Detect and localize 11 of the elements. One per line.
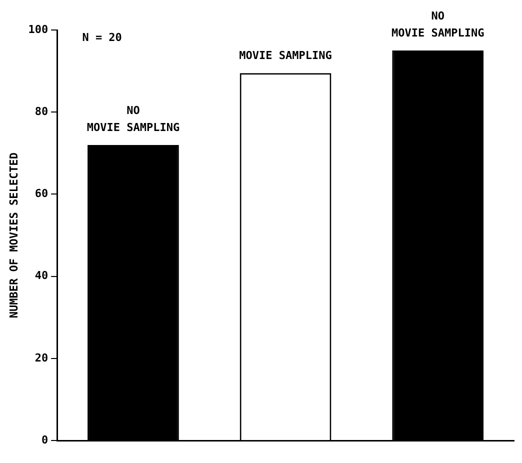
annotation: NO MOVIE SAMPLING <box>86 104 180 134</box>
y-tick-label: 60 <box>34 187 48 200</box>
annotation: MOVIE SAMPLING <box>239 49 332 62</box>
annotation: N = 20 <box>82 30 122 44</box>
y-tick-label: 80 <box>34 104 48 118</box>
y-tick-label: 0 <box>41 433 48 446</box>
y-tick-label: 100 <box>28 22 48 36</box>
y-tick-label: 20 <box>34 351 48 364</box>
annotation: NO MOVIE SAMPLING <box>391 10 485 40</box>
y-tick-label: 40 <box>34 269 48 282</box>
y-axis-title: NUMBER OF MOVIES SELECTED <box>7 152 20 318</box>
